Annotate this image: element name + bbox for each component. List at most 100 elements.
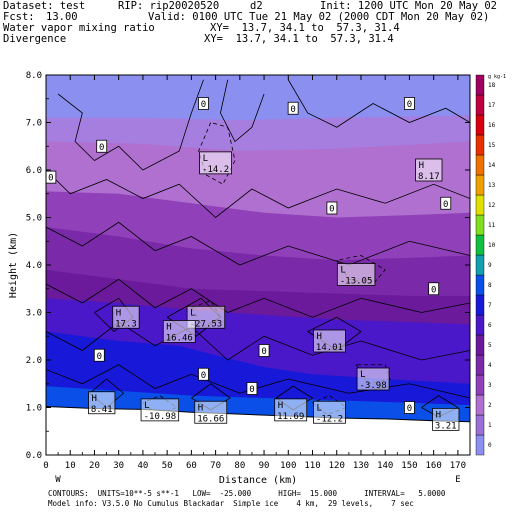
low-marker: L-14.2 — [199, 151, 233, 175]
colorbar-label: 3 — [488, 382, 492, 389]
contour-value-label: 0 — [46, 170, 57, 184]
x-tick-label: 90 — [259, 461, 270, 471]
divergence-contour — [220, 79, 265, 143]
contour-label-box — [326, 201, 338, 215]
x-tick-label: 70 — [210, 461, 221, 471]
colorbar-label: 17 — [488, 102, 496, 109]
extremum-type: L — [340, 266, 345, 276]
field-name-2: Divergence — [3, 33, 67, 45]
contour-value-label: 0 — [96, 139, 108, 153]
extremum-box — [415, 158, 443, 182]
y-axis-label: Height (km) — [8, 232, 19, 298]
divergence-contour-negative — [142, 395, 178, 416]
divergence-contour — [46, 278, 470, 318]
colorbar-swatch — [475, 334, 485, 356]
x-tick-label: 50 — [162, 461, 173, 471]
divergence-contour-negative — [312, 395, 348, 416]
x-tick-label: 110 — [304, 461, 320, 471]
extremum-type: H — [116, 308, 121, 318]
colorbar-swatch — [475, 214, 485, 236]
extremum-type: H — [198, 403, 203, 413]
field-name-1: Water vapor mixing ratio — [3, 22, 155, 34]
fcst-value: 13.00 — [46, 11, 78, 23]
extremum-type: H — [278, 401, 283, 411]
axes: 0 10 20 30 40 50 60 70 80 90 100 110 120 130 140 150 160… — [26, 71, 470, 471]
contour-label-box — [93, 348, 105, 362]
x-tick-label: 160 — [426, 461, 442, 471]
x-axis-label: Distance (km) — [219, 475, 297, 486]
x-tick-label: 80 — [234, 461, 245, 471]
contour-label-box — [246, 382, 258, 395]
y-tick-label: 5.0 — [26, 214, 42, 224]
extremum-type: H — [436, 410, 441, 420]
extremum-value: 8.17 — [418, 172, 440, 182]
colorbar-swatch — [475, 274, 485, 296]
high-marker: H14.01 — [313, 329, 346, 353]
y-tick-label: 1.0 — [26, 404, 42, 414]
contour-label-text: 0 — [48, 174, 53, 184]
contour-label-text: 0 — [290, 105, 295, 115]
colorbar-label: 8 — [488, 282, 492, 289]
contour-label-text: 0 — [97, 352, 102, 362]
extremum-type: H — [92, 394, 97, 404]
y-tick-label: 8.0 — [26, 71, 42, 81]
extremum-box — [88, 391, 116, 415]
extremum-value: -12.2 — [316, 414, 343, 424]
extremum-box — [432, 407, 460, 431]
extremum-value: -14.2 — [202, 165, 229, 175]
contour-label-box — [428, 282, 440, 296]
contour-value-label: 0 — [258, 344, 270, 357]
extremum-type: L — [190, 308, 195, 318]
colorbar-swatch — [475, 74, 485, 96]
contour-value-label: 0 — [440, 196, 452, 210]
contour-value-label: 0 — [428, 282, 440, 296]
x-tick-label: 130 — [353, 461, 369, 471]
extremum-box — [274, 398, 308, 422]
y-tick-label: 3.0 — [26, 309, 42, 319]
colorbar-label: 9 — [488, 262, 492, 269]
init-time: Init: 1200 UTC Mon 20 May 02 — [320, 0, 498, 12]
extremum-type: H — [316, 332, 321, 342]
colorbar-label: 7 — [488, 302, 492, 309]
east-endpoint-label: E — [455, 475, 460, 485]
x-tick-label: 140 — [377, 461, 393, 471]
extremum-type: H — [166, 323, 171, 333]
extremum-box — [140, 398, 180, 422]
x-tick-label: 150 — [401, 461, 417, 471]
low-marker: L-3.98 — [356, 367, 390, 391]
colorbar-label: 13 — [488, 182, 496, 189]
x-tick-label: 10 — [65, 461, 76, 471]
contour-label-text: 0 — [431, 285, 436, 295]
colorbar-label: 14 — [488, 162, 496, 169]
extremum-value: 11.69 — [277, 412, 304, 422]
model-info: Model info: V3.5.0 No Cumulus Blackadar … — [48, 499, 414, 508]
domain-label: d2 — [250, 0, 263, 12]
extremum-type: H — [419, 161, 424, 171]
x-tick-label: 170 — [450, 461, 466, 471]
extremum-value: -3.98 — [360, 381, 387, 391]
contour-value-label: 0 — [198, 97, 209, 110]
contour-label-box — [198, 97, 209, 110]
colorbar-label: 6 — [488, 322, 492, 329]
colorbar-label: 18 — [488, 82, 496, 89]
contour-label-text: 0 — [407, 404, 412, 414]
extremum-box — [336, 263, 376, 286]
extremum-type: L — [360, 370, 365, 380]
colorbar-swatch — [475, 434, 485, 456]
extremum-value: 16.66 — [197, 414, 224, 424]
contour-value-label: 0 — [246, 382, 258, 395]
colorbar-label: 5 — [488, 342, 492, 349]
extremum-type: L — [144, 401, 149, 411]
extremum-box — [313, 329, 346, 353]
high-marker: H17.3 — [112, 305, 140, 329]
high-marker: H11.69 — [274, 398, 308, 422]
contour-label-text: 0 — [329, 205, 334, 215]
colorbar-swatch — [475, 194, 485, 216]
colorbar-swatch — [475, 414, 485, 436]
extremum-box — [112, 305, 140, 329]
contour-label-box — [258, 344, 270, 357]
colorbar-label: 16 — [488, 122, 496, 129]
